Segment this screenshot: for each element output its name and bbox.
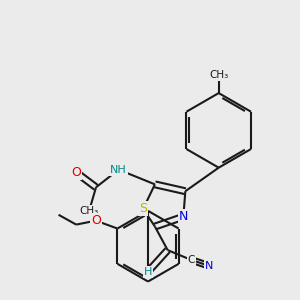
Text: N: N — [205, 261, 213, 271]
Text: O: O — [71, 166, 81, 179]
Text: S: S — [139, 202, 147, 215]
Text: CH₃: CH₃ — [80, 206, 99, 216]
Text: C: C — [188, 255, 195, 265]
Text: O: O — [91, 214, 101, 227]
Text: H: H — [144, 267, 152, 277]
Text: NH: NH — [110, 165, 127, 175]
Text: CH₃: CH₃ — [209, 70, 228, 80]
Text: N: N — [179, 210, 188, 223]
